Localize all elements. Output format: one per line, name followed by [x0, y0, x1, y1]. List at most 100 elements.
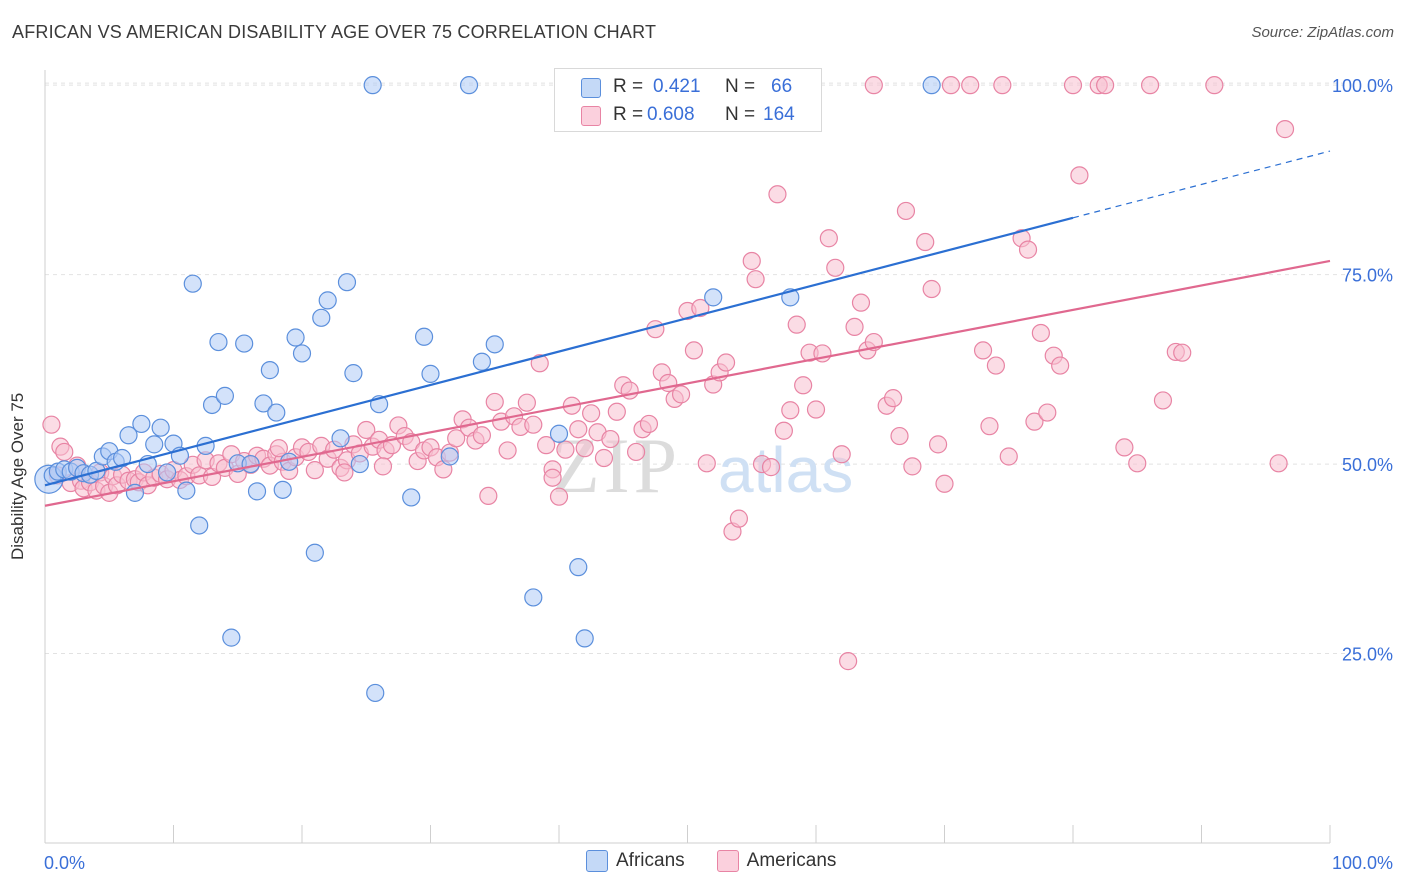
americans-trend-line — [44, 259, 1331, 507]
americans-point-72 — [472, 426, 491, 445]
americans-point-154 — [1051, 356, 1070, 375]
y-axis-label: Disability Age Over 75 — [8, 392, 27, 560]
legend-item-africans[interactable]: Africans — [586, 850, 685, 872]
africans-point-40 — [292, 344, 312, 363]
tick-labels: 25.0% 50.0% 75.0% 100.0% 0.0% 100.0% — [44, 76, 1393, 873]
americans-point-85 — [556, 440, 575, 459]
africans-point-28 — [215, 386, 234, 405]
americans-point-127 — [832, 445, 851, 464]
americans-point-82 — [537, 436, 556, 455]
americans-point-128 — [839, 652, 858, 671]
americans-point-135 — [890, 426, 909, 446]
americans-point-141 — [935, 474, 954, 493]
africans-point-18 — [151, 418, 170, 437]
americans-point-140 — [928, 435, 948, 454]
americans-points — [42, 76, 1295, 671]
africans-n-value: 66 — [771, 76, 793, 97]
americans-point-103 — [671, 385, 691, 404]
africans-point-35 — [260, 361, 279, 380]
africans-point-29 — [222, 628, 241, 647]
americans-point-152 — [1038, 403, 1057, 422]
africans-legend-swatch — [586, 850, 608, 872]
africans-trend-extension — [1072, 150, 1331, 219]
americans-point-167 — [941, 76, 961, 95]
americans-point-96 — [626, 442, 646, 462]
americans-point-79 — [517, 393, 536, 412]
africans-swatch — [581, 78, 601, 98]
americans-point-173 — [269, 439, 288, 458]
africans-legend-label: Africans — [616, 850, 685, 871]
x-tick-label-min: 0.0% — [44, 853, 85, 873]
americans-point-146 — [993, 76, 1012, 95]
americans-point-123 — [806, 400, 826, 419]
africans-point-31 — [235, 334, 254, 353]
africans-point-32 — [241, 454, 260, 474]
africans-point-39 — [286, 328, 305, 347]
americans-point-120 — [787, 315, 806, 334]
americans-legend-swatch — [716, 850, 739, 872]
africans-point-38 — [280, 452, 299, 471]
africans-point-55 — [459, 76, 479, 95]
americans-point-158 — [1115, 438, 1134, 457]
americans-point-89 — [582, 404, 601, 423]
americans-point-168 — [864, 76, 883, 95]
americans-point-80 — [524, 415, 543, 434]
africans-point-41 — [305, 543, 324, 562]
grid-layer — [45, 82, 1350, 655]
africans-point-57 — [485, 335, 504, 354]
africans-point-51 — [402, 488, 421, 507]
americans-point-99 — [646, 320, 665, 339]
americans-point-171 — [373, 457, 393, 476]
africans-point-24 — [190, 516, 209, 535]
americans-point-116 — [761, 458, 781, 477]
axis-layer — [44, 70, 1331, 844]
americans-point-81 — [530, 354, 549, 373]
americans-point-150 — [1025, 412, 1044, 431]
americans-point-165 — [1275, 120, 1295, 139]
bottom-legend: Africans Americans — [586, 850, 836, 872]
americans-point-113 — [742, 251, 761, 271]
americans-point-137 — [903, 457, 922, 476]
americans-point-73 — [479, 486, 498, 506]
africans-point-22 — [177, 481, 196, 500]
africans-n-label: N = — [725, 76, 756, 97]
americans-point-117 — [768, 185, 787, 204]
americans-point-105 — [684, 341, 704, 360]
y-tick-label-25: 25.0% — [1342, 645, 1393, 665]
americans-point-159 — [1128, 454, 1147, 473]
africans-point-15 — [132, 414, 151, 434]
africans-point-47 — [350, 454, 369, 474]
africans-point-33 — [247, 482, 267, 501]
africans-trend-line — [44, 216, 1074, 487]
americans-point-143 — [973, 341, 993, 360]
africans-point-53 — [421, 364, 440, 383]
americans-r-label: R = — [613, 104, 644, 125]
americans-point-76 — [498, 441, 517, 460]
africans-point-26 — [202, 395, 222, 415]
africans-point-13 — [119, 426, 138, 445]
americans-point-121 — [794, 376, 813, 395]
legend-item-americans[interactable]: Americans — [716, 850, 836, 872]
africans-points — [34, 76, 941, 703]
americans-point-112 — [729, 509, 749, 528]
americans-point-114 — [746, 270, 765, 289]
americans-point-169 — [1096, 76, 1115, 95]
americans-point-155 — [1063, 76, 1083, 95]
americans-point-156 — [1070, 166, 1089, 185]
africans-point-64 — [922, 76, 941, 95]
africans-point-42 — [312, 308, 331, 327]
africans-point-52 — [414, 327, 434, 346]
americans-point-46 — [305, 461, 324, 480]
africans-point-60 — [569, 558, 588, 577]
chart-title: AFRICAN VS AMERICAN DISABILITY AGE OVER … — [12, 22, 657, 42]
americans-point-74 — [485, 392, 504, 412]
africans-point-17 — [145, 435, 164, 454]
americans-point-87 — [569, 420, 588, 439]
americans-point-151 — [1031, 323, 1050, 343]
africans-point-44 — [331, 429, 350, 448]
americans-point-54 — [357, 420, 376, 440]
americans-point-147 — [999, 447, 1018, 466]
africans-point-23 — [183, 274, 202, 293]
x-tick-label-max: 100.0% — [1332, 853, 1393, 873]
